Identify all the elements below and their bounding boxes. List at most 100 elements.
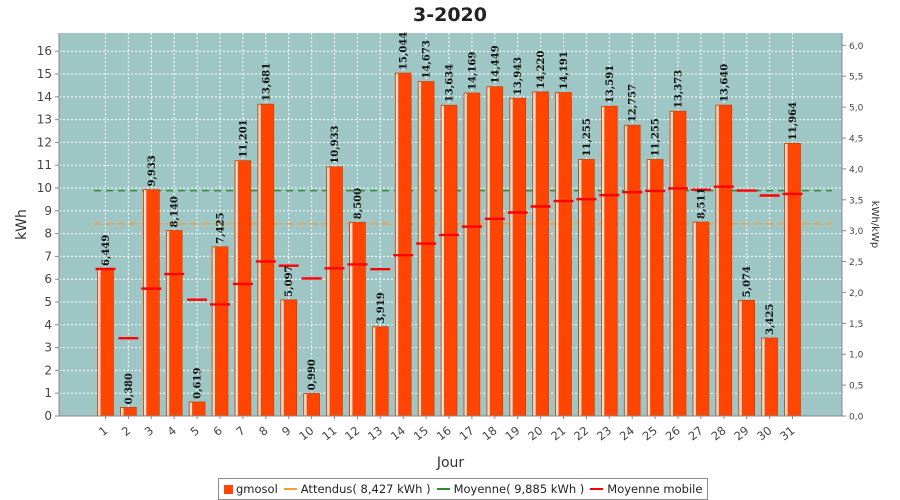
bar-value-label: 5,074 bbox=[742, 266, 753, 297]
bar-value-label: 11,201 bbox=[238, 119, 249, 157]
bar-value-label: 13,943 bbox=[513, 57, 524, 95]
x-tick-label: 27 bbox=[686, 423, 706, 443]
x-tick-label: 3 bbox=[142, 423, 156, 439]
x-tick-label: 5 bbox=[188, 423, 202, 439]
bar-value-label: 14,169 bbox=[467, 52, 478, 90]
x-tick-label: 30 bbox=[754, 423, 774, 443]
bar-highlight bbox=[647, 160, 651, 416]
bar-highlight bbox=[304, 394, 307, 416]
y-tick-label: 14 bbox=[37, 90, 52, 104]
y-tick-label: 15 bbox=[37, 67, 52, 81]
legend-label-gmosol: gmosol bbox=[236, 482, 278, 496]
bar-highlight bbox=[166, 231, 170, 416]
x-tick-label: 26 bbox=[663, 423, 683, 443]
y2-tick-label: 5,0 bbox=[849, 104, 864, 114]
bar-highlight bbox=[327, 167, 330, 416]
y-tick-label: 7 bbox=[44, 249, 52, 263]
x-tick-label: 2 bbox=[119, 423, 133, 439]
bar-value-label: 3,425 bbox=[765, 304, 776, 335]
y-tick-label: 4 bbox=[44, 318, 52, 332]
bar-value-label: 13,373 bbox=[674, 70, 685, 108]
legend-swatch-expected bbox=[283, 488, 297, 490]
bar-highlight bbox=[441, 105, 444, 416]
x-tick-label: 18 bbox=[479, 423, 499, 443]
bar-value-label: 9,933 bbox=[147, 155, 158, 186]
x-tick-label: 10 bbox=[296, 423, 316, 443]
bar-highlight bbox=[235, 161, 238, 416]
x-tick-label: 15 bbox=[411, 423, 431, 443]
y2-tick-label: 6,0 bbox=[849, 42, 864, 52]
x-tick-label: 31 bbox=[777, 423, 797, 443]
bar-highlight bbox=[739, 300, 742, 416]
bar-value-label: 6,449 bbox=[101, 235, 112, 266]
bar-highlight bbox=[693, 222, 696, 416]
y2-tick-label: 0,5 bbox=[849, 382, 863, 392]
x-tick-label: 11 bbox=[319, 423, 339, 443]
bar-value-label: 10,933 bbox=[330, 125, 341, 163]
bar-value-label: 13,591 bbox=[605, 65, 616, 103]
y2-tick-label: 3,0 bbox=[849, 227, 864, 237]
bar-value-label: 14,673 bbox=[422, 40, 433, 78]
y-tick-label: 3 bbox=[44, 341, 52, 355]
bar-value-label: 11,964 bbox=[788, 102, 799, 140]
bar-highlight bbox=[716, 105, 719, 416]
bar-highlight bbox=[579, 160, 582, 416]
y-tick-label: 12 bbox=[37, 135, 52, 149]
y-tick-label: 5 bbox=[44, 295, 52, 309]
legend-label-moving-average: Moyenne mobile bbox=[607, 482, 703, 496]
x-tick-label: 24 bbox=[617, 423, 637, 443]
x-tick-label: 13 bbox=[365, 423, 385, 443]
x-tick-label: 1 bbox=[96, 423, 110, 439]
bar-value-label: 13,634 bbox=[445, 64, 456, 102]
x-tick-label: 6 bbox=[210, 423, 224, 439]
bar-value-label: 5,097 bbox=[284, 265, 295, 296]
y2-tick-label: 3,5 bbox=[849, 196, 863, 206]
bar-highlight bbox=[350, 222, 353, 416]
chart-legend: gmosol Attendus( 8,427 kWh ) Moyenne( 9,… bbox=[218, 478, 709, 500]
x-tick-label: 9 bbox=[279, 423, 293, 439]
legend-label-expected: Attendus( 8,427 kWh ) bbox=[300, 482, 431, 496]
x-tick-label: 14 bbox=[388, 423, 408, 443]
legend-item-moving-average: Moyenne mobile bbox=[590, 482, 702, 496]
legend-swatch-average bbox=[436, 488, 450, 490]
y-tick-label: 6 bbox=[44, 272, 52, 286]
bar-value-label: 11,255 bbox=[651, 118, 662, 156]
y-tick-label: 2 bbox=[44, 363, 52, 377]
x-tick-label: 21 bbox=[548, 423, 568, 443]
legend-item-gmosol: gmosol bbox=[224, 482, 278, 496]
y-tick-label: 9 bbox=[44, 204, 52, 218]
bar-value-label: 3,919 bbox=[376, 292, 387, 323]
bar-value-label: 14,449 bbox=[490, 45, 501, 83]
bar-value-label: 0,990 bbox=[307, 359, 318, 390]
chart-title: 3-2020 bbox=[413, 4, 487, 26]
bar-highlight bbox=[281, 300, 284, 416]
y-tick-label: 11 bbox=[37, 158, 52, 172]
bar-value-label: 8,140 bbox=[170, 196, 181, 227]
bar-highlight bbox=[762, 338, 765, 416]
bar-highlight bbox=[601, 106, 605, 416]
bar-highlight bbox=[372, 327, 376, 416]
x-tick-label: 25 bbox=[640, 423, 660, 443]
bar-highlight bbox=[556, 93, 559, 416]
y-tick-label: 8 bbox=[44, 227, 52, 241]
y-tick-label: 0 bbox=[44, 409, 52, 423]
x-tick-label: 22 bbox=[571, 423, 591, 443]
bar-value-label: 8,500 bbox=[353, 188, 364, 219]
x-tick-label: 7 bbox=[233, 423, 247, 439]
y2-tick-label: 2,0 bbox=[849, 289, 864, 299]
bar-highlight bbox=[785, 143, 788, 416]
y2-tick-label: 4,5 bbox=[849, 135, 863, 145]
y2-tick-label: 2,5 bbox=[849, 258, 863, 268]
x-tick-label: 8 bbox=[256, 423, 270, 439]
x-tick-label: 23 bbox=[594, 423, 614, 443]
x-tick-label: 17 bbox=[457, 423, 477, 443]
y-tick-label: 16 bbox=[37, 44, 52, 58]
legend-label-average: Moyenne( 9,885 kWh ) bbox=[453, 482, 585, 496]
x-tick-label: 4 bbox=[165, 423, 179, 439]
y-tick-label: 13 bbox=[37, 113, 52, 127]
x-tick-label: 29 bbox=[731, 423, 751, 443]
x-tick-label: 16 bbox=[434, 423, 454, 443]
x-axis-title: Jour bbox=[436, 455, 465, 471]
